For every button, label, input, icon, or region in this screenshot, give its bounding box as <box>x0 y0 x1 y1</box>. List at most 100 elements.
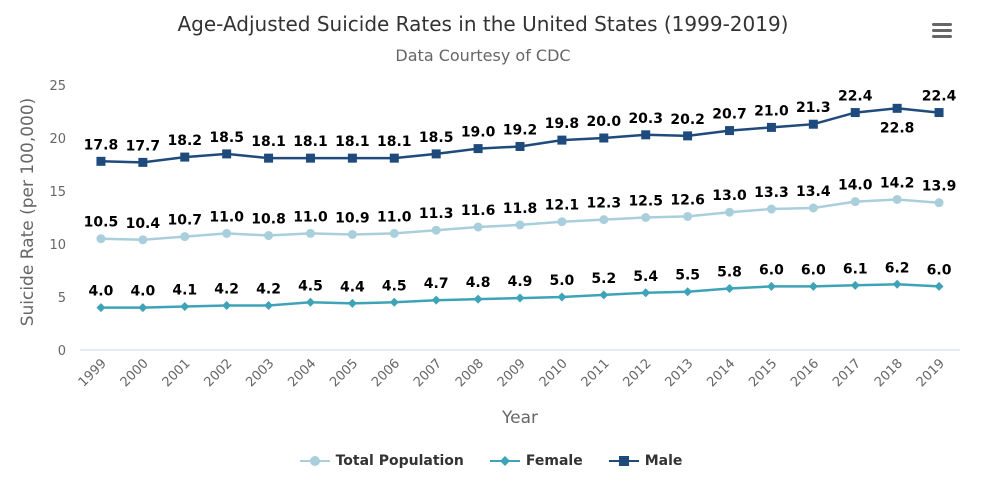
x-tick-label: 1999 <box>76 356 110 390</box>
data-point[interactable] <box>96 303 106 313</box>
data-point[interactable] <box>264 300 274 310</box>
data-label: 20.7 <box>712 107 747 123</box>
data-point[interactable] <box>264 231 274 241</box>
y-tick-label: 25 <box>49 79 66 94</box>
data-point[interactable] <box>641 288 651 298</box>
data-point[interactable] <box>599 133 609 143</box>
chart-title: Age-Adjusted Suicide Rates in the United… <box>177 12 789 36</box>
data-point[interactable] <box>557 292 567 302</box>
data-point[interactable] <box>683 211 693 221</box>
data-label: 12.1 <box>545 198 580 214</box>
data-point[interactable] <box>473 294 483 304</box>
legend-label: Female <box>525 453 583 469</box>
data-point[interactable] <box>599 215 609 225</box>
x-tick-label: 2009 <box>495 356 529 390</box>
data-label: 18.5 <box>209 130 244 146</box>
data-point[interactable] <box>850 108 860 118</box>
data-point[interactable] <box>892 103 902 113</box>
data-point[interactable] <box>222 228 232 238</box>
legend-item-female[interactable]: Female <box>489 450 583 472</box>
data-point[interactable] <box>641 213 651 222</box>
data-point[interactable] <box>264 153 274 163</box>
data-label: 4.4 <box>340 279 365 295</box>
data-label: 12.5 <box>628 194 663 210</box>
data-label: 5.0 <box>549 273 574 289</box>
data-label: 19.2 <box>503 122 538 138</box>
data-point[interactable] <box>180 302 190 312</box>
data-point[interactable] <box>725 126 735 136</box>
x-tick-label: 2016 <box>788 356 822 390</box>
data-point[interactable] <box>431 225 441 235</box>
data-point[interactable] <box>347 298 357 308</box>
data-point[interactable] <box>766 122 776 132</box>
legend-item-male[interactable]: Male <box>608 450 682 472</box>
data-point[interactable] <box>683 131 693 141</box>
data-label: 19.0 <box>461 125 496 141</box>
data-point[interactable] <box>222 300 232 310</box>
data-point[interactable] <box>138 157 148 167</box>
data-point[interactable] <box>808 281 818 291</box>
data-point[interactable] <box>305 153 315 163</box>
x-tick-label: 2010 <box>537 356 571 390</box>
data-label: 11.0 <box>209 209 244 225</box>
x-tick-label: 2005 <box>327 356 361 390</box>
data-point[interactable] <box>641 130 651 140</box>
x-tick-label: 2001 <box>160 356 194 390</box>
x-tick-label: 2011 <box>579 356 613 390</box>
data-point[interactable] <box>389 228 399 238</box>
legend-label: Total Population <box>335 453 464 469</box>
data-point[interactable] <box>766 281 776 291</box>
data-point[interactable] <box>557 135 567 145</box>
data-label: 4.9 <box>508 274 533 290</box>
data-point[interactable] <box>808 203 818 213</box>
data-point[interactable] <box>347 229 357 239</box>
data-point[interactable] <box>96 156 106 166</box>
data-point[interactable] <box>934 108 944 118</box>
data-label: 4.1 <box>172 283 197 299</box>
data-label: 11.3 <box>419 206 454 222</box>
data-point[interactable] <box>473 144 483 154</box>
data-point[interactable] <box>138 303 148 313</box>
data-point[interactable] <box>180 232 190 242</box>
data-point[interactable] <box>934 198 944 208</box>
data-point[interactable] <box>515 220 525 230</box>
series-female <box>96 279 944 313</box>
data-point[interactable] <box>850 197 860 207</box>
data-point[interactable] <box>347 153 357 163</box>
data-point[interactable] <box>892 194 902 204</box>
data-point[interactable] <box>431 295 441 305</box>
data-point[interactable] <box>473 222 483 232</box>
data-point[interactable] <box>808 119 818 129</box>
data-point[interactable] <box>180 152 190 162</box>
data-point[interactable] <box>305 297 315 307</box>
data-point[interactable] <box>389 297 399 307</box>
x-tick-label: 2006 <box>369 356 403 390</box>
data-point[interactable] <box>892 279 902 289</box>
data-point[interactable] <box>515 141 525 151</box>
diamond-marker-icon <box>489 456 520 466</box>
data-point[interactable] <box>934 281 944 291</box>
y-tick-label: 10 <box>49 238 66 253</box>
data-point[interactable] <box>766 204 776 214</box>
data-label: 5.4 <box>633 269 658 285</box>
data-point[interactable] <box>389 153 399 163</box>
data-point[interactable] <box>305 228 315 238</box>
data-point[interactable] <box>515 293 525 303</box>
y-axis-title: Suicide Rate (per 100,000) <box>18 98 38 327</box>
data-point[interactable] <box>599 290 609 300</box>
data-point[interactable] <box>850 280 860 290</box>
data-point[interactable] <box>725 207 735 217</box>
data-point[interactable] <box>96 234 106 244</box>
legend-item-total-population[interactable]: Total Population <box>299 450 464 472</box>
data-label: 10.9 <box>335 210 370 226</box>
data-point[interactable] <box>557 217 567 227</box>
hamburger-menu-icon[interactable] <box>930 20 954 42</box>
x-tick-label: 2002 <box>201 356 235 390</box>
data-point[interactable] <box>222 149 232 159</box>
x-tick-label: 2004 <box>285 356 319 390</box>
data-point[interactable] <box>431 149 441 159</box>
data-point[interactable] <box>725 284 735 294</box>
data-point[interactable] <box>683 287 693 297</box>
data-point[interactable] <box>138 235 148 245</box>
